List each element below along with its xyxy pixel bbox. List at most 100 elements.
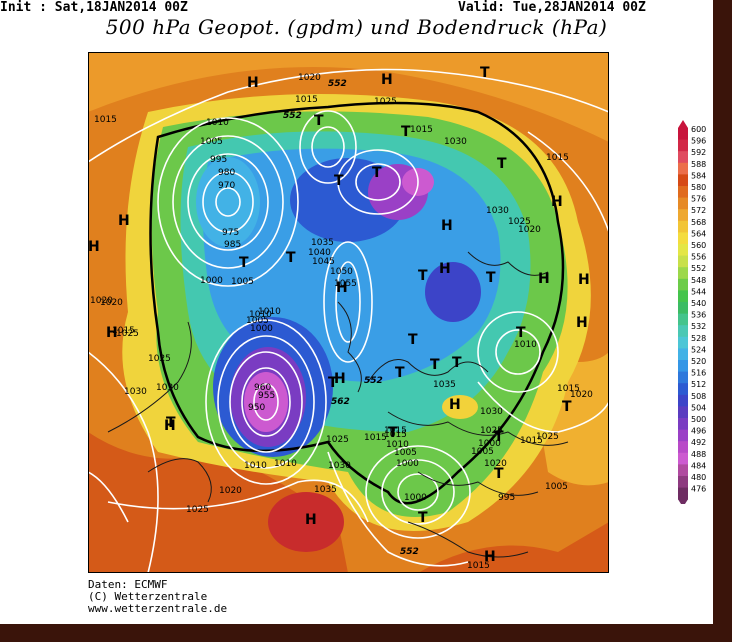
- high-label: H: [247, 75, 259, 91]
- legend-label: 544: [691, 287, 706, 296]
- svg-text:552: 552: [400, 547, 419, 557]
- svg-text:1000: 1000: [478, 439, 501, 449]
- legend-label: 536: [691, 311, 706, 320]
- svg-text:1010: 1010: [386, 440, 409, 450]
- low-label: T: [418, 268, 428, 284]
- legend-label: 596: [691, 137, 706, 146]
- svg-text:1055: 1055: [334, 279, 357, 289]
- low-pressure-labels: T T T T T T T T T T T T T T T T T T T T: [166, 65, 572, 526]
- high-label: H: [439, 261, 451, 277]
- legend-label: 488: [691, 450, 706, 459]
- legend-swatch: [678, 429, 688, 442]
- legend-swatch: [678, 244, 688, 257]
- svg-text:1000: 1000: [404, 493, 427, 503]
- svg-text:1015: 1015: [546, 153, 569, 163]
- svg-text:1015: 1015: [384, 430, 407, 440]
- chart-title: 500 hPa Geopot. (gpdm) und Bodendruck (h…: [105, 15, 608, 39]
- high-pressure-core: [268, 492, 344, 552]
- svg-text:1035: 1035: [433, 380, 456, 390]
- low-label: T: [395, 365, 405, 381]
- legend-label: 516: [691, 369, 706, 378]
- svg-text:1025: 1025: [116, 329, 139, 339]
- valid-time: Valid: Tue,28JAN2014 00Z: [458, 0, 646, 15]
- svg-text:1030: 1030: [480, 407, 503, 417]
- svg-text:1010: 1010: [514, 340, 537, 350]
- legend-label: 532: [691, 322, 706, 331]
- svg-text:970: 970: [218, 181, 235, 191]
- legend-label: 556: [691, 253, 706, 262]
- legend-swatch: [678, 290, 688, 303]
- low-label: T: [166, 415, 176, 431]
- legend-label: 588: [691, 160, 706, 169]
- legend-swatch: [678, 255, 688, 268]
- legend-label: 592: [691, 148, 706, 157]
- svg-text:1010: 1010: [206, 118, 229, 128]
- low-label: T: [516, 325, 526, 341]
- low-label: T: [452, 355, 462, 371]
- svg-text:552: 552: [283, 111, 302, 121]
- low-label: T: [418, 510, 428, 526]
- legend-label: 576: [691, 195, 706, 204]
- svg-text:1000: 1000: [200, 276, 223, 286]
- high-label: H: [305, 512, 317, 528]
- high-label: H: [334, 371, 346, 387]
- svg-text:980: 980: [218, 168, 235, 178]
- svg-text:1045: 1045: [312, 257, 335, 267]
- high-label: H: [441, 218, 453, 234]
- svg-text:1030: 1030: [124, 387, 147, 397]
- high-label: H: [449, 397, 461, 413]
- legend-label: 480: [691, 473, 706, 482]
- svg-text:1020: 1020: [219, 486, 242, 496]
- legend-label: 540: [691, 299, 706, 308]
- svg-text:1030: 1030: [156, 383, 179, 393]
- low-label: T: [286, 250, 296, 266]
- legend-arrow-bottom: [678, 499, 688, 504]
- high-label: H: [484, 549, 496, 565]
- legend-swatch: [678, 174, 688, 187]
- low-label: T: [494, 466, 504, 482]
- svg-text:1020: 1020: [484, 459, 507, 469]
- high-label: H: [576, 315, 588, 331]
- legend-label: 512: [691, 380, 706, 389]
- legend-swatch: [678, 232, 688, 245]
- legend-swatch: [678, 162, 688, 175]
- legend-swatch: [678, 348, 688, 361]
- svg-text:955: 955: [258, 391, 275, 401]
- legend-label: 600: [691, 125, 706, 134]
- low-label: T: [239, 255, 249, 271]
- legend-label: 552: [691, 264, 706, 273]
- legend-swatch: [678, 476, 688, 489]
- legend-label: 492: [691, 438, 706, 447]
- high-label: H: [551, 194, 563, 210]
- legend-label: 504: [691, 403, 706, 412]
- svg-text:1015: 1015: [364, 433, 387, 443]
- svg-text:1015: 1015: [520, 436, 543, 446]
- svg-text:1030: 1030: [444, 137, 467, 147]
- svg-text:1025: 1025: [148, 354, 171, 364]
- legend-label: 524: [691, 345, 706, 354]
- svg-text:1005: 1005: [200, 137, 223, 147]
- data-source: Daten: ECMWF: [88, 578, 168, 591]
- high-label: H: [88, 239, 100, 255]
- high-label: H: [118, 213, 130, 229]
- legend-label: 520: [691, 357, 706, 366]
- legend-label: 584: [691, 171, 706, 180]
- low-label: T: [314, 113, 324, 129]
- legend-swatch: [678, 267, 688, 280]
- svg-text:1040: 1040: [308, 248, 331, 258]
- svg-text:562: 562: [331, 397, 350, 407]
- footer: Daten: ECMWF (C) Wetterzentrale www.wett…: [88, 579, 227, 615]
- svg-text:1035: 1035: [311, 238, 334, 248]
- high-pressure-labels: H H H H H H H H H H H H H H H H H: [88, 72, 590, 565]
- svg-text:1025: 1025: [374, 97, 397, 107]
- low-label: T: [480, 65, 490, 81]
- svg-text:1010: 1010: [274, 459, 297, 469]
- legend-swatch: [678, 278, 688, 291]
- high-label: H: [578, 272, 590, 288]
- svg-text:1010: 1010: [244, 461, 267, 471]
- legend-label: 476: [691, 485, 706, 494]
- svg-text:1025: 1025: [326, 435, 349, 445]
- legend-swatch: [678, 418, 688, 431]
- legend-swatch: [678, 209, 688, 222]
- copyright: (C) Wetterzentrale: [88, 590, 208, 603]
